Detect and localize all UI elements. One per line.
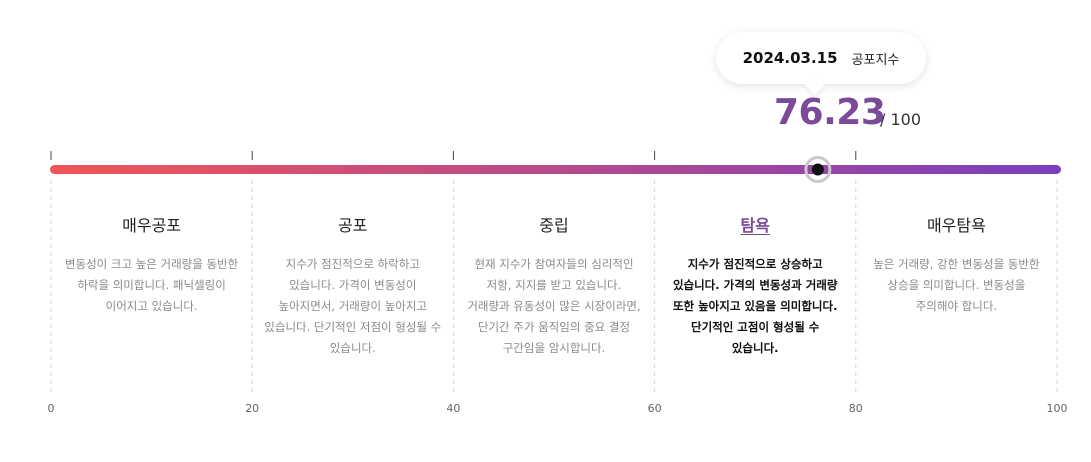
gauge-bar [50, 165, 1061, 174]
date-tooltip: 2024.03.15 공포지수 [716, 32, 926, 84]
tooltip-date: 2024.03.15 [742, 49, 838, 67]
zone-description: 현재 지수가 참여자들의 심리적인 저항, 지지를 받고 있습니다. 거래량과 … [467, 257, 641, 355]
zone-description: 지수가 점진적으로 상승하고 있습니다. 가격의 변동성과 거래량 또한 높아지… [672, 257, 838, 355]
tick-label: 20 [245, 402, 260, 415]
index-max: / 100 [880, 110, 922, 129]
index-value: 76.23 [774, 92, 886, 133]
zone-description: 높은 거래량, 강한 변동성을 동반한 상승을 의미합니다. 변동성을 주의해야… [873, 257, 1040, 313]
zone-title: 매우탐욕 [926, 216, 986, 235]
zone-title: 중립 [539, 216, 569, 235]
tick-label: 60 [647, 402, 662, 415]
zone-description: 변동성이 크고 높은 거래량을 동반한 하락을 의미합니다. 패닉셀링이 이어지… [64, 257, 239, 313]
tick-label: 100 [1046, 402, 1068, 415]
zone-description: 지수가 점진적으로 하락하고 있습니다. 가격이 변동성이 높아지면서, 거래량… [264, 257, 442, 355]
zone-title: 매우공포 [122, 216, 182, 235]
zone-title: 공포 [338, 216, 368, 235]
value-marker-ring [804, 156, 832, 183]
tooltip-index-name: 공포지수 [851, 52, 900, 68]
tick-label: 80 [848, 402, 863, 415]
value-marker[interactable] [811, 163, 824, 176]
tick-label: 0 [47, 402, 55, 415]
tick-label: 40 [446, 402, 461, 415]
zone-title: 탐욕 [740, 216, 770, 235]
